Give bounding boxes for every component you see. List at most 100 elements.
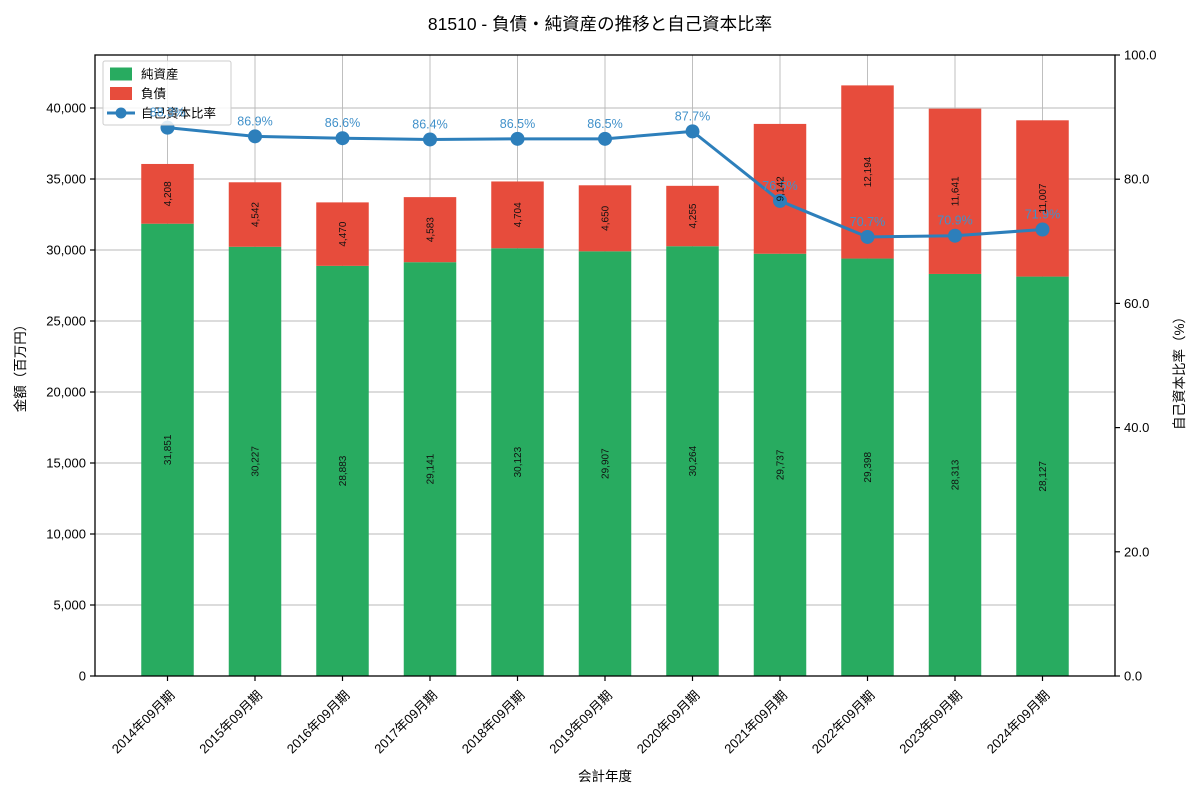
y-tick-label-left: 35,000 — [46, 172, 86, 187]
equity-ratio-label: 70.9% — [937, 214, 972, 228]
bar-label-liabilities: 4,470 — [338, 221, 349, 246]
bar-liabilities[interactable] — [228, 182, 282, 247]
equity-ratio-label: 87.7% — [675, 109, 710, 123]
equity-ratio-marker[interactable] — [1035, 222, 1050, 237]
equity-ratio-marker[interactable] — [773, 193, 787, 208]
y-tick-label-left: 25,000 — [46, 314, 86, 329]
equity-ratio-marker[interactable] — [685, 124, 700, 139]
legend-swatch-net-assets — [110, 67, 132, 81]
bar-net-assets[interactable] — [141, 223, 194, 676]
equity-ratio-label: 86.4% — [412, 117, 447, 131]
equity-ratio-marker[interactable] — [860, 229, 875, 244]
equity-ratio-label: 86.6% — [325, 116, 360, 130]
bar-label-net-assets: 29,398 — [863, 452, 874, 483]
x-tick-label[interactable]: 2022年09月期 — [809, 688, 878, 757]
bar-liabilities[interactable] — [928, 108, 982, 274]
legend-marker-equity-ratio — [115, 107, 127, 119]
y-tick-label-left: 20,000 — [46, 385, 86, 400]
equity-ratio-label: 71.9% — [1025, 208, 1060, 222]
y-tick-label-left: 5,000 — [53, 598, 86, 613]
y-tick-label-left: 30,000 — [46, 243, 86, 258]
bar-label-net-assets: 29,737 — [776, 449, 787, 480]
bar-label-net-assets: 30,123 — [513, 446, 524, 477]
bar-label-net-assets: 28,883 — [338, 455, 349, 486]
y-tick-label-right: 80.0 — [1124, 172, 1149, 187]
equity-ratio-label: 86.9% — [237, 114, 272, 128]
y-tick-label-right: 0.0 — [1124, 669, 1142, 684]
bar-label-liabilities: 4,704 — [513, 202, 524, 227]
bar-label-net-assets: 30,227 — [251, 446, 262, 477]
bar-liabilities[interactable] — [316, 202, 369, 266]
x-tick-label[interactable]: 2017年09月期 — [371, 688, 440, 757]
bar-net-assets[interactable] — [316, 265, 369, 676]
equity-ratio-marker[interactable] — [423, 132, 437, 147]
x-tick-label[interactable]: 2018年09月期 — [459, 688, 528, 757]
bar-label-net-assets: 28,127 — [1038, 461, 1049, 492]
bar-liabilities[interactable] — [578, 185, 632, 252]
bar-label-net-assets: 29,141 — [426, 453, 437, 484]
y-tick-label-right: 100.0 — [1124, 48, 1157, 63]
bar-label-net-assets: 29,907 — [601, 448, 612, 479]
bar-label-liabilities: 4,650 — [601, 205, 612, 230]
bar-liabilities[interactable] — [403, 197, 457, 263]
equity-ratio-marker[interactable] — [510, 131, 525, 146]
x-tick-label[interactable]: 2020年09月期 — [634, 688, 703, 757]
equity-ratio-label: 86.5% — [500, 117, 535, 131]
bar-label-liabilities: 4,208 — [163, 181, 174, 206]
y-tick-label-left: 40,000 — [46, 101, 86, 116]
legend-box — [102, 60, 232, 126]
x-tick-label[interactable]: 2019年09月期 — [546, 688, 615, 757]
bar-label-liabilities: 4,542 — [251, 202, 262, 227]
bar-liabilities[interactable] — [141, 163, 194, 224]
bar-label-net-assets: 31,851 — [163, 434, 174, 465]
bar-net-assets[interactable] — [753, 253, 807, 676]
x-tick-label[interactable]: 2023年09月期 — [896, 688, 965, 757]
bar-label-net-assets: 30,264 — [688, 445, 699, 476]
x-tick-label[interactable]: 2014年09月期 — [109, 688, 178, 757]
y-tick-label-left: 0 — [79, 669, 86, 684]
legend-label[interactable]: 自己資本比率 — [141, 106, 216, 121]
x-axis-title: 会計年度 — [578, 769, 632, 784]
equity-ratio-marker[interactable] — [598, 131, 612, 146]
equity-ratio-marker[interactable] — [335, 131, 350, 146]
bar-net-assets[interactable] — [403, 262, 457, 676]
equity-ratio-label: 76.5% — [762, 179, 797, 193]
x-tick-label[interactable]: 2021年09月期 — [721, 688, 790, 757]
bar-liabilities[interactable] — [491, 181, 544, 249]
bar-label-net-assets: 28,313 — [951, 459, 962, 490]
bar-label-liabilities: 11,641 — [951, 176, 962, 206]
bar-label-liabilities: 11,007 — [1038, 183, 1049, 213]
bar-net-assets[interactable] — [578, 251, 632, 676]
equity-ratio-label: 88.3% — [150, 106, 185, 120]
y-tick-label-right: 40.0 — [1124, 420, 1149, 435]
bar-net-assets[interactable] — [841, 258, 894, 676]
equity-ratio-label: 86.5% — [587, 117, 622, 131]
equity-ratio-marker[interactable] — [248, 129, 262, 144]
bar-liabilities[interactable] — [666, 185, 719, 247]
chart-title: 81510 - 負債・純資産の推移と自己資本比率 — [427, 14, 773, 34]
x-tick-label[interactable]: 2015年09月期 — [196, 688, 265, 757]
legend-swatch-liabilities — [110, 87, 132, 100]
bar-label-liabilities: 4,255 — [688, 203, 699, 228]
bar-net-assets[interactable] — [228, 246, 282, 676]
bar-label-liabilities: 4,583 — [426, 217, 437, 242]
y-tick-label-right: 20.0 — [1124, 544, 1149, 559]
equity-ratio-marker[interactable] — [948, 228, 962, 243]
bar-liabilities[interactable] — [1016, 120, 1069, 277]
y-tick-label-left: 10,000 — [46, 527, 86, 542]
legend-label[interactable]: 負債 — [141, 86, 166, 101]
x-tick-label[interactable]: 2016年09月期 — [284, 688, 353, 757]
bar-net-assets[interactable] — [491, 248, 544, 676]
bar-label-liabilities: 12,194 — [863, 156, 874, 187]
y-tick-label-left: 15,000 — [46, 456, 86, 471]
x-tick-label[interactable]: 2024年09月期 — [984, 688, 1053, 757]
bar-net-assets[interactable] — [666, 246, 719, 676]
y-tick-label-right: 60.0 — [1124, 296, 1149, 311]
bar-net-assets[interactable] — [928, 273, 982, 676]
bar-label-liabilities: 9,142 — [776, 176, 787, 201]
equity-ratio-label: 70.7% — [850, 215, 885, 229]
legend-label[interactable]: 純資産 — [141, 67, 179, 82]
bar-net-assets[interactable] — [1016, 276, 1069, 676]
